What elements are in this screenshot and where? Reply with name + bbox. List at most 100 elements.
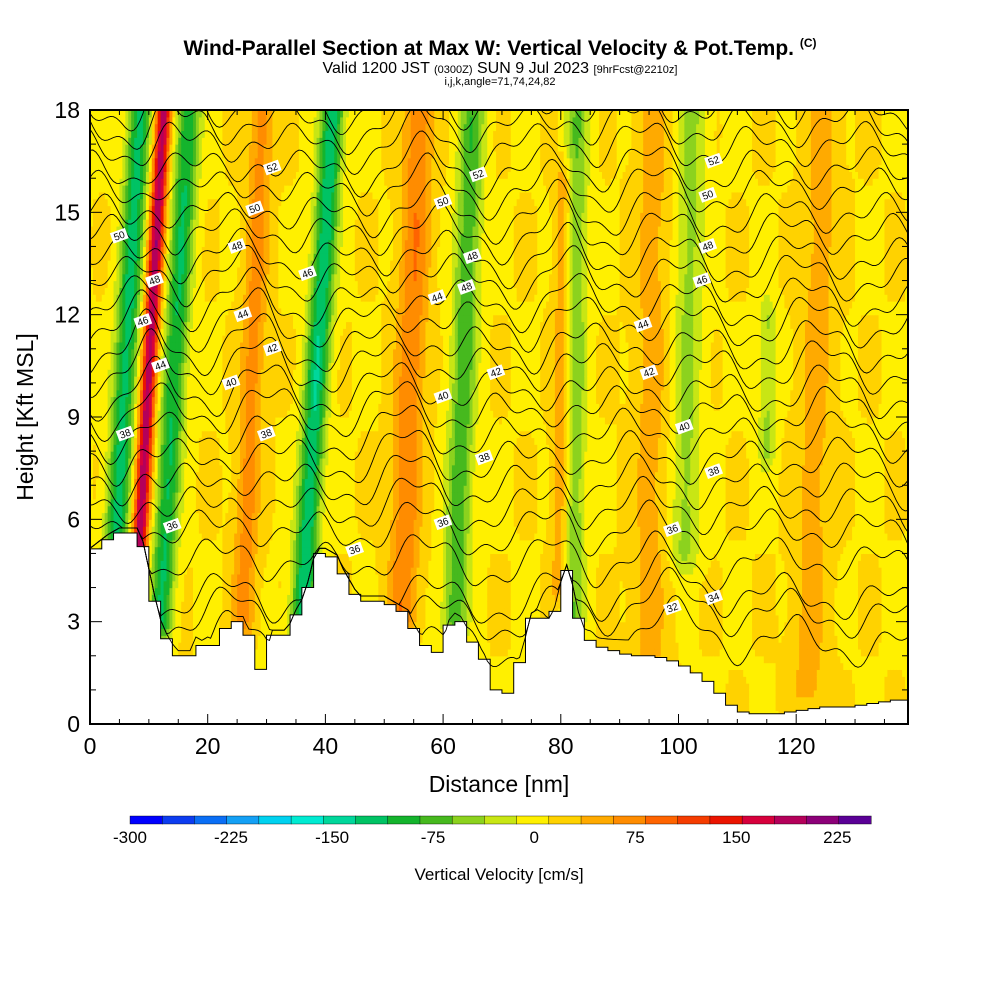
- velocity-cell: [175, 457, 179, 466]
- velocity-cell: [219, 287, 224, 295]
- velocity-cell: [101, 382, 106, 391]
- velocity-cell: [160, 178, 165, 186]
- velocity-cell: [198, 451, 203, 459]
- velocity-cell: [237, 519, 241, 527]
- velocity-cell: [172, 498, 176, 507]
- velocity-cell: [172, 225, 176, 234]
- velocity-cell: [219, 376, 224, 384]
- velocity-cell: [184, 164, 188, 172]
- velocity-cell: [219, 314, 224, 323]
- velocity-cell: [237, 526, 241, 534]
- velocity-cell: [119, 157, 123, 166]
- velocity-cell: [98, 191, 103, 200]
- velocity-cell: [137, 464, 141, 473]
- velocity-cell: [113, 205, 118, 213]
- velocity-cell: [90, 451, 94, 459]
- velocity-cell: [178, 341, 182, 350]
- velocity-cell: [231, 410, 235, 418]
- velocity-cell: [207, 485, 212, 493]
- velocity-cell: [154, 580, 159, 589]
- velocity-cell: [175, 573, 179, 582]
- velocity-cell: [175, 498, 179, 507]
- velocity-cell: [119, 478, 123, 486]
- velocity-cell: [137, 253, 141, 261]
- velocity-cell: [198, 219, 203, 227]
- velocity-cell: [148, 178, 153, 186]
- velocity-cell: [110, 212, 115, 220]
- velocity-cell: [210, 253, 215, 261]
- velocity-cell: [245, 239, 250, 248]
- velocity-cell: [198, 573, 203, 582]
- velocity-cell: [137, 492, 141, 500]
- velocity-cell: [110, 396, 115, 404]
- velocity-cell: [216, 410, 221, 418]
- velocity-cell: [187, 185, 191, 193]
- velocity-cell: [213, 546, 218, 555]
- velocity-cell: [142, 116, 147, 125]
- velocity-cell: [140, 130, 144, 138]
- velocity-cell: [198, 457, 203, 466]
- velocity-cell: [107, 321, 112, 329]
- velocity-cell: [151, 260, 156, 268]
- velocity-cell: [237, 266, 241, 275]
- velocity-cell: [110, 355, 115, 364]
- velocity-cell: [195, 205, 200, 213]
- velocity-cell: [228, 341, 232, 350]
- velocity-cell: [184, 485, 188, 493]
- velocity-cell: [175, 205, 179, 213]
- velocity-cell: [228, 321, 232, 329]
- velocity-cell: [92, 417, 97, 425]
- velocity-cell: [181, 580, 185, 589]
- velocity-cell: [204, 389, 209, 398]
- velocity-cell: [98, 526, 103, 534]
- velocity-cell: [195, 144, 200, 152]
- velocity-cell: [125, 526, 129, 534]
- velocity-cell: [243, 403, 247, 411]
- velocity-cell: [192, 150, 197, 159]
- velocity-cell: [157, 321, 162, 329]
- velocity-cell: [234, 389, 238, 398]
- velocity-cell: [240, 539, 244, 548]
- velocity-cell: [92, 335, 97, 343]
- velocity-cell: [201, 444, 206, 452]
- velocity-cell: [234, 191, 238, 200]
- velocity-cell: [213, 116, 218, 125]
- velocity-cell: [222, 485, 226, 493]
- velocity-cell: [98, 232, 103, 241]
- velocity-cell: [92, 505, 97, 514]
- velocity-cell: [201, 355, 206, 364]
- velocity-cell: [148, 335, 153, 343]
- velocity-cell: [116, 355, 121, 364]
- velocity-cell: [204, 164, 209, 172]
- velocity-cell: [225, 191, 229, 200]
- velocity-cell: [172, 560, 176, 568]
- velocity-cell: [101, 123, 106, 132]
- velocity-cell: [154, 478, 159, 486]
- velocity-cell: [119, 471, 123, 479]
- velocity-cell: [137, 198, 141, 207]
- velocity-cell: [213, 191, 218, 200]
- velocity-cell: [222, 273, 226, 282]
- velocity-cell: [228, 164, 232, 172]
- velocity-cell: [175, 321, 179, 329]
- velocity-cell: [198, 144, 203, 152]
- velocity-cell: [92, 457, 97, 466]
- velocity-cell: [154, 430, 159, 439]
- velocity-cell: [157, 505, 162, 514]
- velocity-cell: [245, 580, 250, 589]
- velocity-cell: [140, 280, 144, 288]
- velocity-cell: [207, 355, 212, 364]
- velocity-cell: [92, 539, 97, 548]
- velocity-cell: [190, 137, 194, 145]
- velocity-cell: [216, 498, 221, 507]
- velocity-cell: [131, 485, 135, 493]
- velocity-cell: [116, 171, 121, 179]
- velocity-cell: [210, 191, 215, 200]
- velocity-cell: [92, 307, 97, 316]
- velocity-cell: [134, 396, 138, 404]
- velocity-cell: [110, 464, 115, 473]
- velocity-cell: [172, 430, 176, 439]
- velocity-cell: [178, 648, 182, 657]
- velocity-cell: [131, 205, 135, 213]
- velocity-cell: [113, 423, 118, 432]
